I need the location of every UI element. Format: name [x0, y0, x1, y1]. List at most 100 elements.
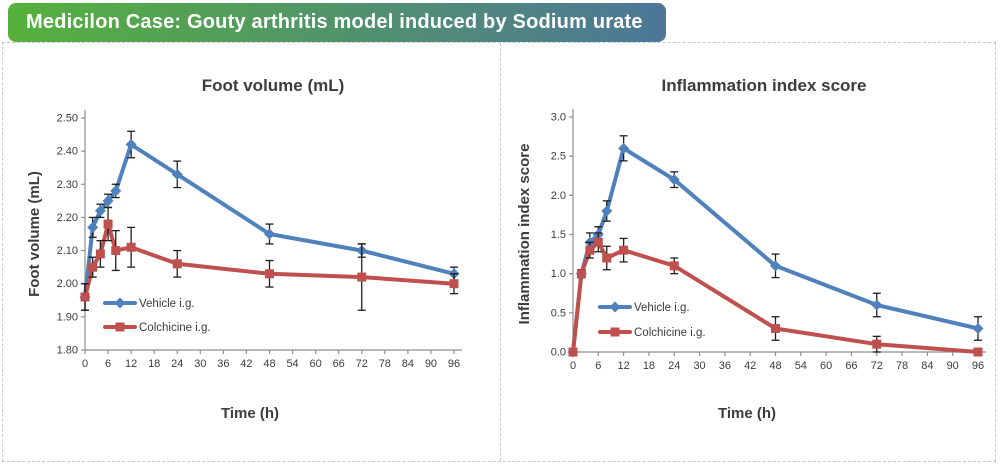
foot-volume-chart-svg: Foot volume (mL) Foot volume (mL) Time (h)…: [26, 76, 462, 422]
square-marker: [576, 269, 586, 279]
x-tick-label: 6: [595, 360, 601, 372]
inflammation-chart-svg: Inflammation index score Inflammation ind…: [516, 76, 986, 422]
y-tick-label: 2.20: [57, 212, 78, 224]
diamond-marker: [871, 299, 883, 311]
diamond-marker: [264, 228, 275, 240]
legend-item: Colchicine i.g.: [103, 322, 211, 334]
foot-volume-chart-series-colchicine-i-g-: [80, 206, 459, 311]
x-tick-label: 18: [643, 360, 655, 372]
x-tick-label: 12: [618, 360, 630, 372]
x-tick-label: 60: [820, 360, 832, 372]
x-tick-label: 0: [570, 360, 576, 372]
inflammation-chart-ylabel: Inflammation index score: [516, 144, 533, 325]
diamond-marker: [171, 168, 183, 180]
diamond-marker: [110, 185, 122, 197]
square-marker: [602, 253, 612, 263]
square-marker: [771, 324, 780, 333]
inflammation-chart-xlabel: Time (h): [718, 405, 776, 422]
x-tick-label: 90: [947, 360, 959, 372]
header-title: Medicilon Case: Gouty arthritis model in…: [26, 11, 643, 33]
foot-volume-chart: Foot volume (mL) Foot volume (mL) Time (h)…: [3, 43, 500, 461]
x-tick-label: 48: [263, 358, 275, 370]
x-tick-label: 78: [379, 358, 391, 370]
y-tick-label: 2.00: [57, 278, 78, 290]
x-tick-label: 6: [105, 358, 111, 370]
x-tick-label: 42: [744, 360, 756, 372]
foot-volume-chart-title: Foot volume (mL): [202, 76, 345, 95]
legend-label: Colchicine i.g.: [139, 322, 211, 334]
legend-label: Vehicle i.g.: [634, 302, 690, 314]
square-marker: [593, 237, 603, 247]
inflammation-chart-legend: Vehicle i.g. Colchicine i.g.: [598, 301, 706, 339]
x-tick-label: 30: [693, 360, 705, 372]
square-marker: [585, 245, 595, 255]
square-marker: [88, 262, 98, 272]
x-tick-label: 84: [921, 360, 933, 372]
square-marker: [172, 259, 182, 269]
x-tick-label: 54: [286, 358, 298, 370]
y-tick-label: 0.0: [551, 347, 566, 359]
square-marker: [973, 347, 983, 357]
square-marker: [80, 292, 90, 302]
diamond-marker: [601, 205, 613, 217]
x-tick-label: 72: [356, 358, 368, 370]
x-tick-label: 54: [795, 360, 807, 372]
square-marker: [610, 327, 620, 337]
diamond-marker: [87, 221, 99, 233]
inflammation-chart-title: Inflammation index score: [662, 76, 867, 95]
x-tick-label: 18: [148, 358, 160, 370]
diamond-marker: [972, 323, 984, 334]
y-tick-label: 2.50: [57, 113, 78, 125]
panel-divider: [500, 43, 501, 461]
square-marker: [95, 249, 105, 259]
charts-container: Foot volume (mL) Foot volume (mL) Time (h)…: [2, 42, 996, 462]
foot-volume-chart-legend: Vehicle i.g. Colchicine i.g.: [103, 297, 211, 334]
foot-volume-chart-axes: 1.80 1.90 2.00 2.10 2.20 2.30 2.40 2.50 0 6 12 18 24…: [57, 110, 462, 370]
x-tick-label: 36: [217, 358, 229, 370]
y-tick-label: 3.0: [551, 112, 566, 124]
x-tick-label: 90: [425, 358, 437, 370]
foot-volume-chart-ylabel: Foot volume (mL): [26, 171, 43, 297]
x-tick-label: 96: [448, 358, 460, 370]
square-marker: [115, 322, 125, 332]
x-tick-label: 66: [333, 358, 345, 370]
x-tick-label: 24: [171, 358, 183, 370]
diamond-marker: [668, 174, 680, 186]
series-line: [83, 222, 456, 299]
y-tick-label: 1.90: [57, 311, 78, 323]
diamond-marker: [94, 205, 106, 217]
diamond-marker: [125, 139, 137, 151]
inflammation-chart: Inflammation index score Inflammation ind…: [501, 43, 995, 461]
x-tick-label: 48: [769, 360, 781, 372]
x-tick-label: 72: [871, 360, 883, 372]
y-tick-label: 1.0: [551, 268, 566, 280]
y-tick-label: 2.10: [57, 245, 78, 257]
y-tick-label: 1.5: [551, 229, 566, 241]
diamond-marker: [609, 301, 621, 313]
legend-item: Vehicle i.g.: [103, 297, 195, 310]
x-tick-label: 36: [719, 360, 731, 372]
inflammation-chart-series-colchicine-i-g-: [568, 232, 983, 357]
x-tick-label: 42: [240, 358, 252, 370]
legend-label: Vehicle i.g.: [139, 298, 195, 310]
x-tick-label: 84: [402, 358, 414, 370]
diamond-marker: [102, 195, 114, 207]
square-marker: [669, 261, 679, 271]
series-line: [571, 240, 980, 354]
square-marker: [111, 246, 121, 256]
square-marker: [619, 245, 629, 255]
diamond-marker: [770, 260, 781, 272]
x-tick-label: 96: [972, 360, 984, 372]
x-tick-label: 24: [668, 360, 680, 372]
square-marker: [449, 279, 459, 289]
legend-item: Vehicle i.g.: [598, 301, 690, 314]
y-tick-label: 0.5: [551, 307, 566, 319]
x-tick-label: 66: [845, 360, 857, 372]
square-marker: [265, 269, 274, 279]
series-line: [83, 142, 456, 299]
legend-label: Colchicine i.g.: [634, 327, 706, 339]
header-banner: Medicilon Case: Gouty arthritis model in…: [8, 3, 666, 42]
y-tick-label: 2.5: [551, 151, 566, 163]
foot-volume-chart-xlabel: Time (h): [221, 405, 279, 422]
square-marker: [103, 219, 113, 229]
